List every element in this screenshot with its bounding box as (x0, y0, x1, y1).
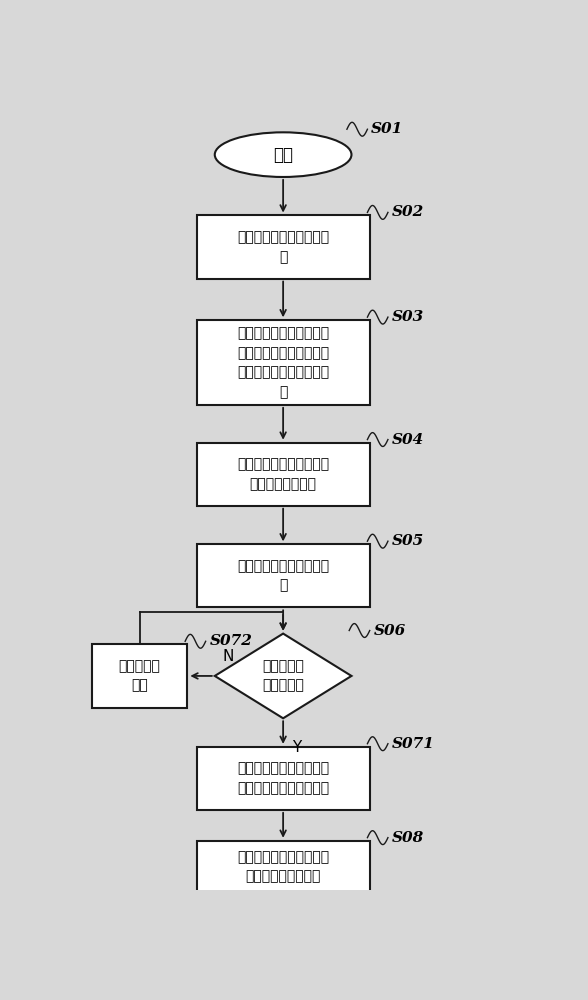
Text: S03: S03 (392, 310, 424, 324)
Text: S02: S02 (392, 205, 424, 219)
Text: 采集被测物体的转动角速
度: 采集被测物体的转动角速 度 (237, 230, 329, 264)
Text: N: N (223, 649, 234, 664)
Ellipse shape (215, 132, 352, 177)
Text: 开始: 开始 (273, 146, 293, 164)
Text: S072: S072 (209, 634, 252, 648)
Text: Y: Y (292, 740, 302, 755)
Bar (196, 544, 370, 607)
Text: S06: S06 (373, 624, 406, 638)
Bar (196, 443, 370, 506)
Bar (196, 841, 370, 893)
Text: S08: S08 (392, 831, 424, 845)
Polygon shape (215, 634, 352, 718)
Text: 伺服电机是
否处于零位: 伺服电机是 否处于零位 (262, 659, 304, 693)
Text: 进行零位置
校准: 进行零位置 校准 (119, 659, 161, 693)
Bar (196, 747, 370, 810)
Text: 下位机通信部接收控制信
号: 下位机通信部接收控制信 号 (237, 559, 329, 593)
Text: S05: S05 (392, 534, 424, 548)
Text: S071: S071 (392, 737, 435, 751)
Text: 根据控制信号，驱动伺服
电机进行角位置同步运动: 根据控制信号，驱动伺服 电机进行角位置同步运动 (237, 762, 329, 795)
Text: S04: S04 (392, 433, 424, 447)
Text: 采集伺服电机运动状况并
送回至上位机控制部: 采集伺服电机运动状况并 送回至上位机控制部 (237, 850, 329, 884)
Text: S01: S01 (371, 122, 403, 136)
Text: 上位机通信部将控制信号
传输至下位机模块: 上位机通信部将控制信号 传输至下位机模块 (237, 457, 329, 491)
Bar (196, 320, 370, 405)
Bar (196, 215, 370, 279)
Text: 上位机控制部对转动角速
度进行软件滤波、数据打
包数据分析，形成控制信
号: 上位机控制部对转动角速 度进行软件滤波、数据打 包数据分析，形成控制信 号 (237, 326, 329, 399)
Bar (92, 644, 188, 708)
